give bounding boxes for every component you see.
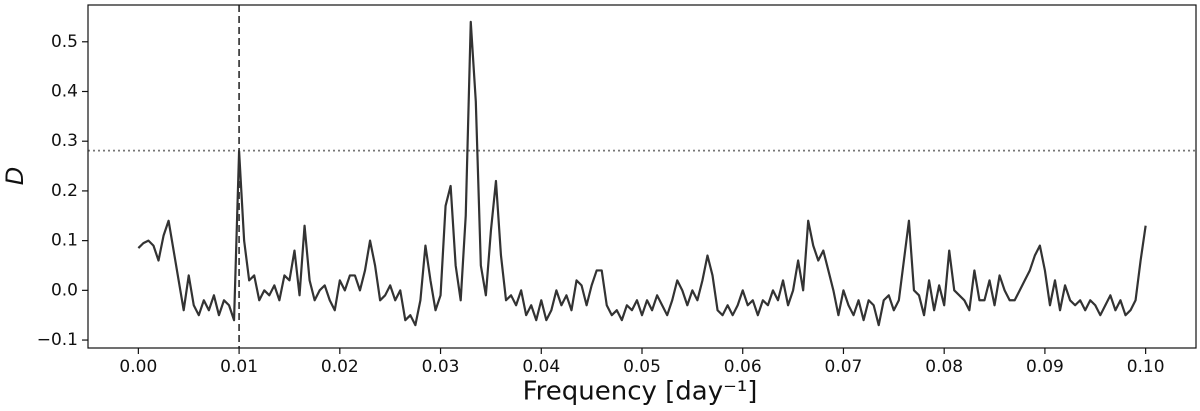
x-tick-label: 0.00: [119, 357, 157, 377]
x-tick-label: 0.01: [220, 357, 258, 377]
y-tick-label: 0.1: [51, 231, 78, 251]
y-tick-label: 0.3: [51, 131, 78, 151]
x-axis-label: Frequency [day⁻¹]: [523, 377, 758, 407]
data-line: [137, 20, 1147, 327]
x-tick-label: 0.10: [1127, 357, 1165, 377]
x-tick-label: 0.06: [724, 357, 762, 377]
x-tick-label: 0.03: [422, 357, 460, 377]
x-tick-label: 0.05: [623, 357, 661, 377]
y-tick-label: 0.5: [51, 32, 78, 52]
y-tick-label: 0.0: [51, 280, 78, 300]
x-tick-label: 0.07: [825, 357, 863, 377]
y-tick-label: 0.4: [51, 81, 78, 101]
x-tick-label: 0.04: [522, 357, 560, 377]
y-tick-label: 0.2: [51, 181, 78, 201]
plot-frame: [87, 4, 1197, 349]
x-tick-label: 0.02: [321, 357, 359, 377]
x-tick-label: 0.09: [1026, 357, 1064, 377]
y-axis-label: D: [1, 167, 29, 185]
x-tick-label: 0.08: [925, 357, 963, 377]
y-tick-label: −0.1: [37, 330, 78, 350]
